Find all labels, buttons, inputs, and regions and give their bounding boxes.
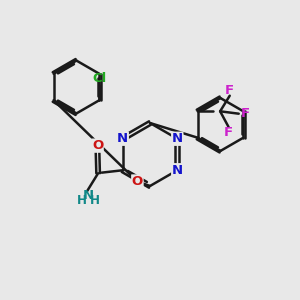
Text: F: F (224, 126, 233, 139)
Text: F: F (225, 84, 234, 97)
Text: H: H (76, 194, 87, 207)
Text: F: F (241, 107, 250, 120)
Text: N: N (172, 164, 183, 177)
Text: O: O (92, 139, 103, 152)
Text: N: N (117, 132, 128, 145)
Text: Cl: Cl (92, 72, 106, 85)
Text: N: N (83, 189, 94, 202)
Text: H: H (90, 194, 100, 207)
Text: N: N (172, 132, 183, 145)
Text: O: O (132, 175, 143, 188)
